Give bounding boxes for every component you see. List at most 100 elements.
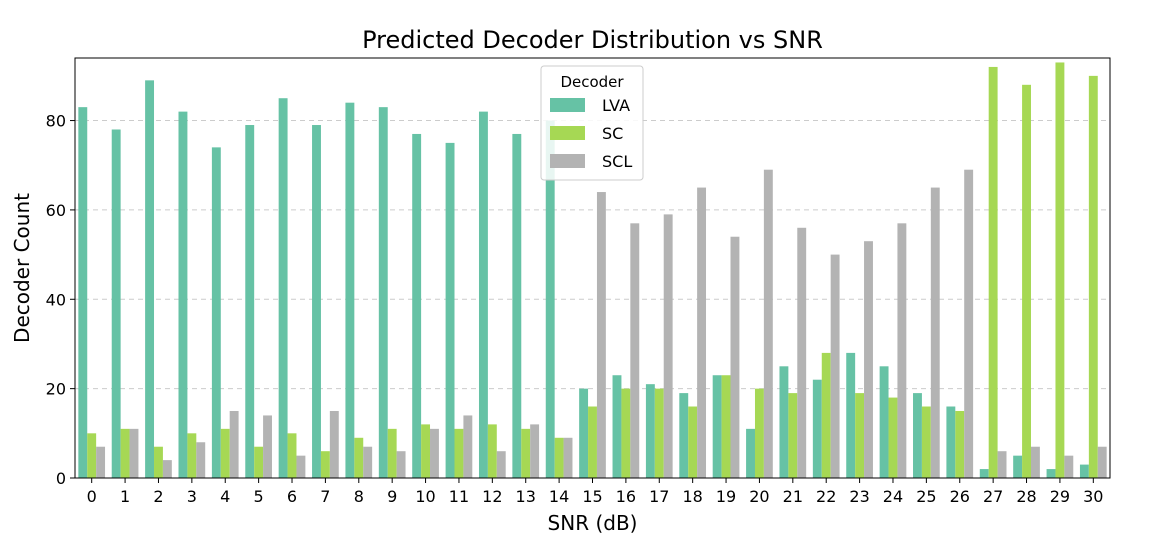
- bar-scl: [897, 223, 907, 478]
- x-tick-label: 1: [120, 487, 130, 506]
- x-tick-label: 23: [849, 487, 869, 506]
- bar-lva: [545, 120, 555, 478]
- x-tick-label: 18: [682, 487, 702, 506]
- x-tick-label: 19: [716, 487, 736, 506]
- bar-sc: [354, 437, 364, 478]
- bar-lva: [512, 133, 522, 478]
- x-axis: 0 1 2 3 4 5 6 7 8 9 10 11 12 13 14 15 16 17 18 19 20 21 22 23 24…: [87, 478, 1103, 506]
- bar-sc: [988, 66, 998, 479]
- bar-scl: [864, 241, 873, 478]
- y-tick-label: 60: [46, 201, 66, 220]
- bar-lva: [612, 375, 622, 478]
- y-tick-label: 40: [46, 290, 66, 309]
- bar-scl: [563, 437, 573, 478]
- bar-scl: [1064, 455, 1074, 478]
- bar-lva: [478, 111, 488, 479]
- bar-scl: [196, 442, 206, 478]
- bar-sc: [487, 424, 497, 478]
- bar-lva: [913, 393, 922, 478]
- x-tick-label: 29: [1050, 487, 1070, 506]
- x-tick-label: 10: [415, 487, 435, 506]
- bar-sc: [588, 406, 597, 478]
- bar-lva: [812, 379, 822, 478]
- bar-scl: [830, 254, 840, 478]
- bar-scl: [530, 424, 540, 478]
- legend-label: SC: [602, 124, 623, 143]
- x-tick-label: 8: [354, 487, 364, 506]
- legend-title: Decoder: [560, 73, 624, 91]
- bar-sc: [454, 428, 464, 478]
- x-tick-label: 25: [916, 487, 936, 506]
- bar-sc: [888, 397, 898, 478]
- bar-scl: [964, 169, 974, 478]
- bar-scl: [296, 455, 306, 478]
- bar-lva: [746, 428, 755, 478]
- x-axis-title: SNR (dB): [548, 511, 638, 535]
- bar-lva: [1046, 469, 1056, 478]
- bar-sc: [1088, 75, 1098, 478]
- bar-scl: [596, 192, 606, 479]
- bar-scl: [997, 451, 1007, 478]
- bar-lva: [345, 102, 355, 479]
- legend-label: SCL: [602, 152, 632, 171]
- x-tick-label: 24: [883, 487, 903, 506]
- bar-sc: [154, 446, 163, 478]
- x-tick-label: 12: [482, 487, 502, 506]
- bar-lva: [879, 366, 889, 478]
- bar-lva: [712, 375, 722, 478]
- bars: [78, 62, 1107, 479]
- bar-scl: [129, 428, 139, 478]
- bar-lva: [111, 129, 121, 478]
- bar-lva: [846, 352, 856, 478]
- legend-swatch: [550, 98, 585, 112]
- x-tick-label: 28: [1016, 487, 1036, 506]
- bar-sc: [688, 406, 698, 478]
- bar-sc: [521, 428, 531, 478]
- bar-sc: [788, 393, 798, 478]
- bar-scl: [1097, 446, 1107, 478]
- x-tick-label: 0: [87, 487, 97, 506]
- x-tick-label: 16: [616, 487, 636, 506]
- bar-lva: [1013, 455, 1023, 478]
- bar-sc: [554, 437, 564, 478]
- bar-lva: [946, 406, 956, 478]
- bar-scl: [363, 446, 373, 478]
- bar-lva: [679, 393, 689, 478]
- bar-scl: [329, 410, 339, 478]
- bar-sc: [220, 428, 230, 478]
- bar-sc: [187, 433, 197, 478]
- bar-lva: [145, 80, 155, 478]
- bar-scl: [96, 446, 106, 478]
- bar-lva: [779, 366, 789, 478]
- x-tick-label: 15: [582, 487, 602, 506]
- bar-sc: [120, 428, 130, 478]
- x-tick-label: 3: [187, 487, 197, 506]
- bar-sc: [621, 388, 631, 478]
- bar-scl: [162, 460, 172, 478]
- bar-scl: [463, 415, 473, 478]
- bar-scl: [930, 187, 940, 478]
- bar-lva: [312, 125, 321, 479]
- x-tick-label: 13: [516, 487, 536, 506]
- bar-sc: [654, 388, 664, 478]
- bar-sc: [855, 393, 865, 478]
- bar-scl: [663, 214, 673, 478]
- bar-sc: [955, 410, 965, 478]
- bar-sc: [421, 424, 431, 478]
- legend: Decoder LVA SC SCL: [540, 65, 644, 181]
- bar-sc: [387, 428, 397, 478]
- x-tick-label: 6: [287, 487, 297, 506]
- bar-lva: [445, 142, 455, 478]
- x-tick-label: 2: [153, 487, 163, 506]
- legend-swatch: [550, 126, 585, 140]
- x-tick-label: 27: [983, 487, 1003, 506]
- bar-sc: [87, 433, 97, 478]
- x-tick-label: 9: [387, 487, 397, 506]
- bar-sc: [754, 388, 764, 478]
- bar-scl: [496, 451, 506, 478]
- bar-lva: [979, 469, 989, 478]
- bar-scl: [730, 236, 740, 478]
- bar-sc: [1055, 62, 1065, 479]
- x-tick-label: 30: [1083, 487, 1103, 506]
